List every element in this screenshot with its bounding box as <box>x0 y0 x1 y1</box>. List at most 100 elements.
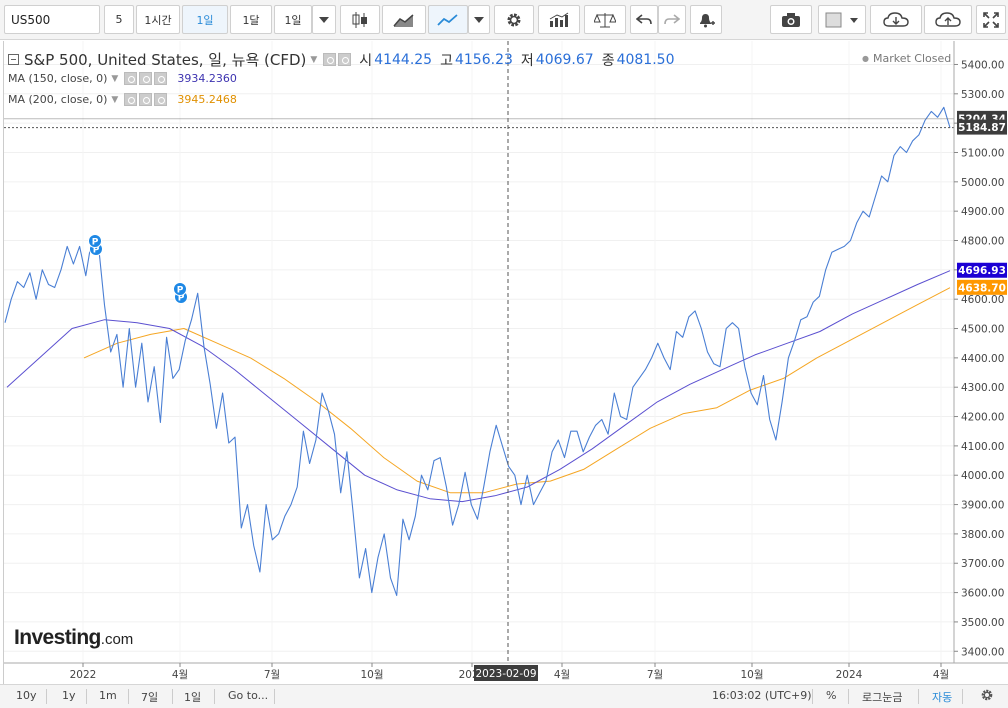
y-tick-label: 4600.00 <box>961 294 1004 306</box>
interval-1mo-button[interactable]: 1달 <box>230 5 272 34</box>
gear-icon <box>507 13 521 26</box>
chevron-down-icon[interactable]: ▼ <box>310 54 318 65</box>
high-value: 4156.23 <box>454 51 513 68</box>
last-price-tag-label: 5184.87 <box>958 122 1006 134</box>
area-chart-button[interactable] <box>382 5 426 34</box>
ma150-series <box>6 270 951 503</box>
marker-circle <box>173 282 187 296</box>
divider <box>918 689 919 704</box>
close-icon[interactable] <box>154 72 168 85</box>
candlestick-icon <box>352 11 367 28</box>
range-7d-button[interactable]: 7일 <box>141 691 159 704</box>
y-tick-label: 4300.00 <box>961 382 1004 394</box>
x-tick-label: 4월 <box>554 669 570 681</box>
y-tick-label: 4100.00 <box>961 441 1004 453</box>
gear-icon[interactable] <box>139 93 153 106</box>
y-tick-label: 3900.00 <box>961 500 1004 512</box>
open-value: 4144.25 <box>374 51 433 68</box>
percent-scale-toggle[interactable]: % <box>826 689 837 702</box>
settings-button[interactable] <box>494 5 534 34</box>
crosshair-date-tag <box>474 665 538 681</box>
chart-type-dropdown-button[interactable] <box>468 5 490 34</box>
y-tick-label: 4900.00 <box>961 206 1004 218</box>
chevron-down-icon[interactable]: ▼ <box>111 94 119 105</box>
line-chart-icon <box>437 13 458 26</box>
redo-button[interactable] <box>658 5 686 34</box>
event-marker-icon[interactable]: P <box>88 234 102 248</box>
x-tick-label: 10월 <box>360 669 383 681</box>
cloud-download-button[interactable] <box>870 5 922 34</box>
last-price-tag <box>957 119 1007 135</box>
auto-scale-toggle[interactable]: 자동 <box>932 691 953 704</box>
low-label: 저 <box>520 52 534 69</box>
area-chart-icon <box>393 13 414 27</box>
fullscreen-icon <box>983 11 999 28</box>
ma200-price-tag-label: 4638.70 <box>958 282 1006 294</box>
price-series <box>4 106 951 597</box>
divider <box>86 689 87 704</box>
symbol-input[interactable]: US500 <box>4 5 100 34</box>
range-1m-button[interactable]: 1m <box>99 689 117 702</box>
gear-icon[interactable] <box>139 72 153 85</box>
interval-1d-button[interactable]: 1일 <box>182 5 228 34</box>
ma200-label: MA (200, close, 0) <box>8 93 108 106</box>
chevron-down-icon[interactable]: ▼ <box>111 73 119 84</box>
marker-letter: P <box>177 286 184 296</box>
interval-5m-button[interactable]: 5 <box>104 5 134 34</box>
candlestick-button[interactable] <box>340 5 380 34</box>
y-axis[interactable]: 3400.00 3500.00 3600.00 3700.00 3800.00 3900.… <box>953 41 1008 684</box>
ma200-price-tag <box>957 279 1007 295</box>
logo-main: Investing <box>14 626 101 649</box>
x-tick-label: 10월 <box>740 669 763 681</box>
range-1y-button[interactable]: 1y <box>62 689 76 702</box>
alert-bell-icon <box>700 13 715 27</box>
divider <box>128 689 129 704</box>
undo-button[interactable] <box>630 5 658 34</box>
legend-ma200: MA (200, close, 0) ▼ 3945.2468 <box>8 93 237 106</box>
y-axis-background <box>954 41 1008 684</box>
collapse-legend-icon[interactable] <box>8 54 19 65</box>
interval-dropdown-button[interactable] <box>312 5 336 34</box>
color-swatch-icon <box>825 12 858 27</box>
close-value: 4081.50 <box>616 51 675 68</box>
high-label: 고 <box>440 52 453 69</box>
indicators-button[interactable] <box>538 5 580 34</box>
event-marker-icon[interactable]: P <box>173 282 187 296</box>
alert-button[interactable] <box>690 5 722 34</box>
settings-icon[interactable] <box>980 688 994 705</box>
range-10y-button[interactable]: 10y <box>16 689 37 702</box>
crosshair-date-label: 2023-02-09 <box>475 668 536 680</box>
range-1d-button[interactable]: 1일 <box>184 691 202 704</box>
toolbar: US500 5 1시간 1일 1달 1일 <box>0 0 1008 40</box>
color-picker-button[interactable] <box>818 5 866 34</box>
close-icon[interactable] <box>154 93 168 106</box>
divider <box>812 689 813 704</box>
camera-icon <box>782 12 800 27</box>
investing-logo: Investing.com <box>14 626 133 650</box>
y-tick-label: 5100.00 <box>961 147 1004 159</box>
compare-scale-icon <box>594 12 616 27</box>
gear-icon[interactable] <box>338 53 352 66</box>
ma150-line <box>6 270 951 503</box>
y-tick-label: 3600.00 <box>961 588 1004 600</box>
interval-select[interactable]: 1일 <box>274 5 312 34</box>
divider <box>962 689 963 704</box>
eye-icon[interactable] <box>124 93 138 106</box>
eye-icon[interactable] <box>323 53 337 66</box>
log-scale-toggle[interactable]: 로그눈금 <box>862 691 903 704</box>
go-to-date-button[interactable]: Go to... <box>228 689 269 702</box>
screenshot-button[interactable] <box>770 5 812 34</box>
interval-1h-button[interactable]: 1시간 <box>136 5 180 34</box>
cloud-upload-button[interactable] <box>924 5 972 34</box>
fullscreen-button[interactable] <box>976 5 1006 34</box>
line-chart-button[interactable] <box>428 5 468 34</box>
marker-letter: P <box>178 294 185 304</box>
eye-icon[interactable] <box>124 72 138 85</box>
y-tick-label: 5000.00 <box>961 177 1004 189</box>
compare-button[interactable] <box>584 5 626 34</box>
y-tick-label: 4800.00 <box>961 236 1004 248</box>
